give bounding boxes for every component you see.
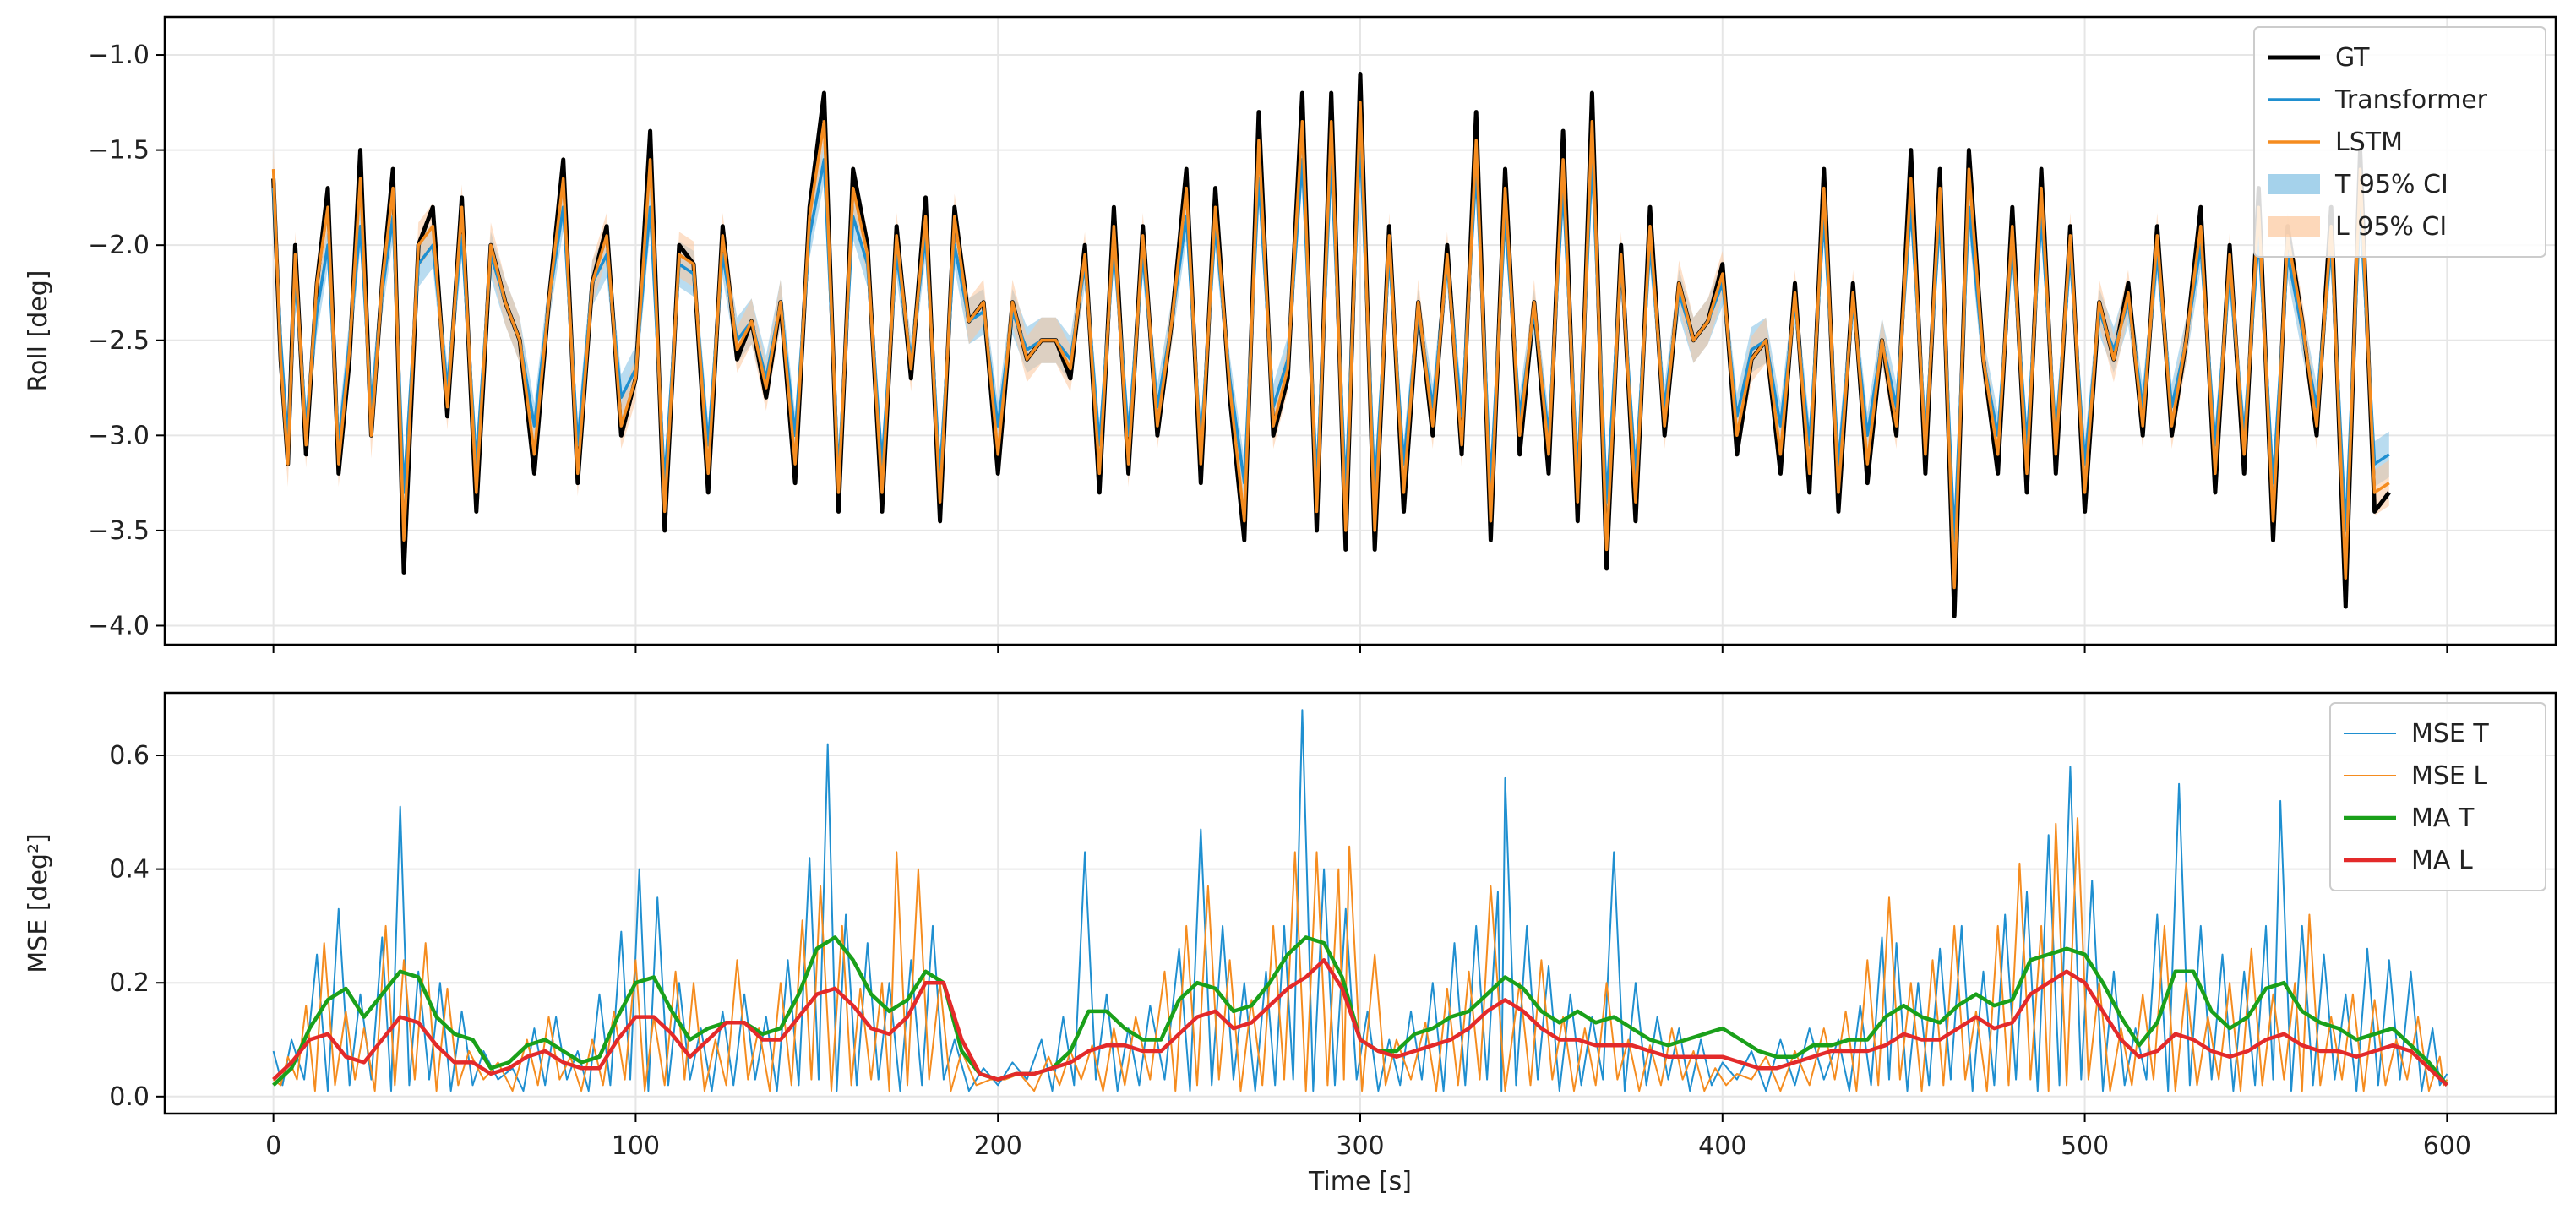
y-tick-label: −1.0	[88, 41, 150, 70]
y-tick-label: 0.0	[109, 1082, 150, 1112]
y-axis-label: MSE [deg²]	[24, 833, 53, 973]
x-tick-label: 400	[1698, 1131, 1746, 1161]
y-tick-label: −3.0	[88, 421, 150, 450]
legend-box	[2329, 702, 2546, 891]
legend-label: T 95% CI	[2334, 170, 2448, 199]
series-mse-t	[272, 709, 2448, 1092]
plot-area	[272, 709, 2449, 1092]
legend-label: GT	[2335, 43, 2370, 73]
legend-label: MA T	[2411, 804, 2475, 833]
legend-label: Transformer	[2334, 85, 2488, 115]
y-tick-label: −2.5	[88, 326, 150, 356]
roll-panel: −4.0 −3.5 −3.0 −2.5 −2.0 −1.5 −1.0 Roll [deg] GT…	[24, 15, 2557, 653]
x-tick-label: 0	[265, 1131, 281, 1161]
series-mse-l	[272, 817, 2448, 1092]
legend-label: MSE L	[2411, 761, 2487, 791]
series-lstm	[271, 101, 2390, 590]
legend-swatch	[2268, 174, 2320, 194]
y-tick-label: 0.6	[109, 741, 150, 771]
x-axis-label: Time [s]	[1308, 1167, 1412, 1196]
y-tick-label: −4.0	[88, 611, 150, 640]
legend-label: MA L	[2411, 846, 2473, 875]
legend-label: L 95% CI	[2335, 212, 2447, 242]
legend: GT Transformer LSTM T 95% CI L 95% CI	[2253, 26, 2546, 258]
x-tick-label: 200	[974, 1131, 1022, 1161]
legend-label: LSTM	[2335, 128, 2403, 157]
x-tick-label: 500	[2061, 1131, 2109, 1161]
legend-swatch	[2268, 216, 2320, 237]
series-gt	[271, 72, 2391, 618]
y-tick-label: 0.2	[109, 968, 150, 998]
legend: MSE T MSE L MA T MA L	[2329, 702, 2546, 891]
legend-box	[2253, 26, 2546, 258]
y-tick-label: −2.0	[88, 231, 150, 260]
y-tick-label: −3.5	[88, 516, 150, 546]
series-ma-l	[272, 958, 2448, 1087]
x-tick-label: 300	[1336, 1131, 1384, 1161]
y-tick-label: −1.5	[88, 136, 150, 166]
x-tick-label: 100	[612, 1131, 660, 1161]
y-tick-label: 0.4	[109, 855, 150, 885]
legend-label: MSE T	[2411, 719, 2489, 749]
x-tick-label: 600	[2423, 1131, 2471, 1161]
mse-panel: 0 100 200 300 400 500 600 0.0 0.2 0.4 0.6 MSE [deg²…	[24, 691, 2557, 1196]
y-axis-label: Roll [deg]	[24, 270, 53, 391]
plot-area	[271, 72, 2391, 618]
